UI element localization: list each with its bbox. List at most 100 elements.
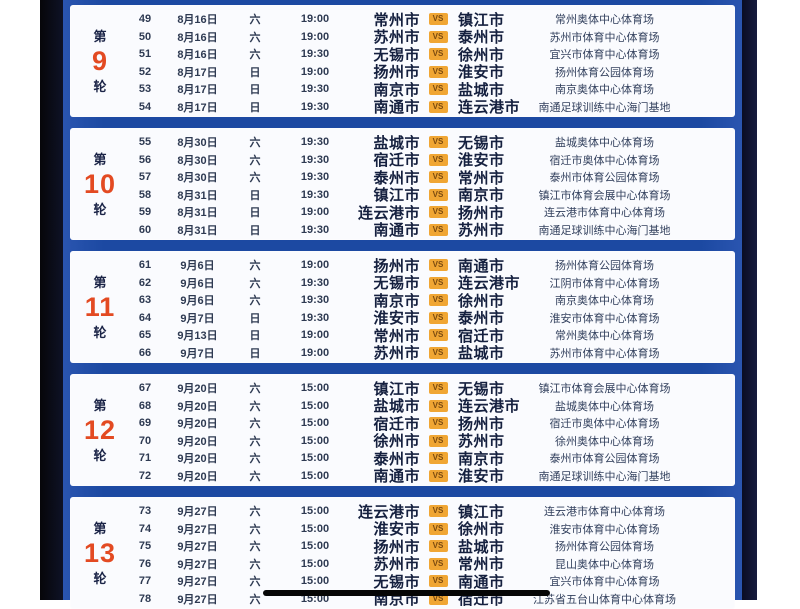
match-row: 72 9月20日 六 15:00 南通市 VS 淮安市 南通足球训练中心海门基地	[130, 465, 735, 485]
vs-badge-label: VS	[428, 83, 448, 96]
match-time: 15:00	[300, 382, 330, 395]
away-team: 盐城市	[458, 81, 505, 99]
match-date: 8月31日	[177, 207, 218, 220]
venue-label: 苏州市体育中心体育场	[549, 31, 660, 44]
match-weekday: 六	[249, 277, 261, 290]
round-label: 第 9 轮	[70, 5, 130, 117]
vs-badge: VS	[420, 452, 456, 465]
match-number: 69	[138, 417, 152, 430]
match-weekday: 日	[249, 224, 261, 237]
home-team: 连云港市	[357, 503, 420, 521]
away-team: 徐州市	[458, 46, 505, 64]
away-team: 南通市	[458, 573, 505, 591]
vs-badge-label: VS	[428, 311, 448, 324]
match-time: 15:00	[300, 505, 330, 518]
home-team: 常州市	[373, 327, 420, 345]
match-row: 54 8月17日 日 19:30 南通市 VS 连云港市 南通足球训练中心海门基…	[130, 96, 735, 116]
home-team: 南通市	[373, 99, 420, 117]
away-team: 宿迁市	[458, 327, 505, 345]
match-weekday: 六	[249, 400, 261, 413]
page-right-margin	[757, 0, 800, 600]
venue-label: 扬州体育公园体育场	[555, 260, 654, 273]
vs-badge-label: VS	[428, 136, 448, 149]
match-row: 51 8月16日 六 19:30 无锡市 VS 徐州市 宜兴市体育中心体育场	[130, 44, 735, 64]
vs-badge: VS	[420, 188, 456, 201]
venue: 扬州体育公园体育场	[546, 257, 735, 273]
venue-label: 扬州体育公园体育场	[555, 66, 654, 79]
venue-label: 淮安市体育中心体育场	[549, 523, 660, 536]
home-team: 镇江市	[373, 380, 420, 398]
vs-badge: VS	[420, 540, 456, 553]
match-number: 71	[138, 452, 152, 465]
venue: 连云港市体育中心体育场	[544, 204, 735, 220]
match-weekday: 六	[249, 154, 261, 167]
round-prefix: 第	[93, 274, 107, 290]
venue: 徐州奥体中心体育场	[546, 433, 735, 449]
match-row: 57 8月30日 六 19:30 泰州市 VS 常州市 泰州市体育公园体育场	[130, 167, 735, 187]
match-row: 73 9月27日 六 15:00 连云港市 VS 镇江市 连云港市体育中心体育场	[130, 501, 735, 521]
match-date: 9月27日	[177, 506, 218, 519]
away-team: 盐城市	[458, 345, 505, 363]
away-team: 淮安市	[458, 468, 505, 486]
match-time: 19:30	[300, 311, 330, 324]
away-team: 无锡市	[458, 380, 505, 398]
vs-badge-label: VS	[428, 399, 448, 412]
home-team: 淮安市	[373, 310, 420, 328]
match-date: 9月7日	[180, 347, 215, 360]
venue-label: 泰州市体育公园体育场	[549, 453, 660, 466]
match-date: 8月16日	[177, 31, 218, 44]
venue: 南京奥体中心体育场	[546, 292, 735, 308]
match-time: 19:30	[300, 100, 330, 113]
match-row: 62 9月6日 六 19:30 无锡市 VS 连云港市 江阴市体育中心体育场	[130, 272, 735, 292]
vs-badge-label: VS	[428, 100, 448, 113]
vs-badge: VS	[420, 575, 456, 588]
home-team: 淮安市	[373, 521, 420, 539]
vs-badge: VS	[420, 276, 456, 289]
match-number: 75	[138, 540, 152, 553]
venue: 扬州体育公园体育场	[546, 538, 735, 554]
schedule-panel: 第 9 轮 49 8月16日 六 19:00 常州市 VS 镇江市 常州奥体中心…	[63, 0, 742, 609]
round-card: 第 12 轮 67 9月20日 六 15:00 镇江市 VS 无锡市 镇江市体育…	[70, 374, 735, 486]
vs-badge: VS	[420, 329, 456, 342]
match-weekday: 六	[249, 383, 261, 396]
match-time: 19:00	[300, 329, 330, 342]
vs-badge: VS	[420, 346, 456, 359]
match-number: 65	[138, 329, 152, 342]
match-date: 8月16日	[177, 14, 218, 27]
home-team: 无锡市	[373, 275, 420, 293]
vs-badge: VS	[420, 434, 456, 447]
match-date: 9月20日	[177, 435, 218, 448]
vs-badge-label: VS	[428, 294, 448, 307]
away-team: 常州市	[458, 169, 505, 187]
match-time: 19:00	[300, 206, 330, 219]
match-time: 19:00	[300, 259, 330, 272]
match-row: 74 9月27日 六 15:00 淮安市 VS 徐州市 淮安市体育中心体育场	[130, 518, 735, 538]
vs-badge-label: VS	[428, 505, 448, 518]
venue-label: 苏州市体育中心体育场	[549, 347, 660, 360]
venue: 连云港市体育中心体育场	[544, 503, 735, 519]
match-weekday: 日	[249, 207, 261, 220]
venue-label: 常州奥体中心体育场	[555, 14, 654, 27]
home-team: 扬州市	[373, 538, 420, 556]
match-number: 49	[138, 13, 152, 26]
home-team: 宿迁市	[373, 415, 420, 433]
match-time: 15:00	[300, 417, 330, 430]
vs-badge-label: VS	[428, 522, 448, 535]
match-time: 19:30	[300, 83, 330, 96]
away-team: 盐城市	[458, 538, 505, 556]
vs-badge-label: VS	[428, 153, 448, 166]
round-suffix: 轮	[93, 78, 107, 94]
match-time: 19:00	[300, 65, 330, 78]
match-number: 68	[138, 399, 152, 412]
venue: 常州奥体中心体育场	[546, 327, 735, 343]
match-row: 58 8月31日 日 19:30 镇江市 VS 南京市 镇江市体育会展中心体育场	[130, 184, 735, 204]
match-time: 19:30	[300, 136, 330, 149]
match-number: 58	[138, 188, 152, 201]
venue-label: 宜兴市体育中心体育场	[549, 576, 660, 589]
vs-badge: VS	[420, 153, 456, 166]
round-number: 9	[91, 45, 109, 76]
match-row: 64 9月7日 日 19:30 淮安市 VS 泰州市 淮安市体育中心体育场	[130, 307, 735, 327]
vs-badge: VS	[420, 311, 456, 324]
match-weekday: 六	[249, 31, 261, 44]
match-number: 70	[138, 434, 152, 447]
